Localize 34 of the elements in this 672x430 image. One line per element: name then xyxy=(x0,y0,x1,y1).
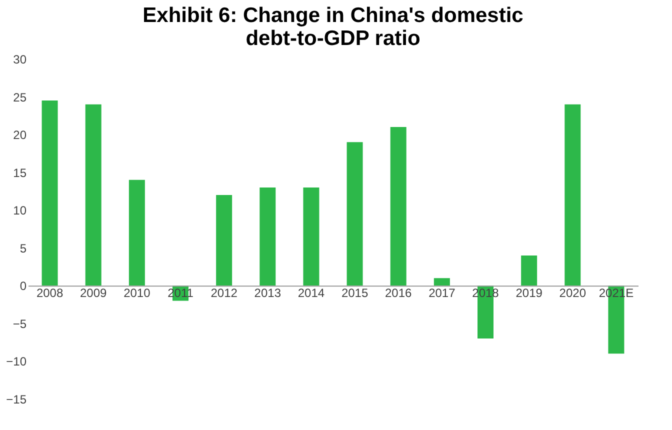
bar xyxy=(128,180,145,286)
y-tick-label: 25 xyxy=(13,90,27,104)
x-tick-label: 2015 xyxy=(341,286,368,300)
x-tick-label: 2008 xyxy=(36,286,64,300)
y-tick-label: 0 xyxy=(20,279,27,294)
x-tick-label: 2016 xyxy=(385,286,412,300)
y-tick-label: 20 xyxy=(13,128,27,142)
bar xyxy=(85,104,102,286)
x-tick-label: 2014 xyxy=(298,286,325,300)
bar xyxy=(303,187,320,286)
y-tick-label: 5 xyxy=(20,241,27,256)
y-tick-label: −15 xyxy=(6,392,27,406)
bar xyxy=(346,142,363,286)
bar xyxy=(564,104,581,286)
x-tick-label: 2009 xyxy=(80,286,108,300)
bar xyxy=(260,187,276,286)
y-tick-label: 10 xyxy=(13,204,27,218)
y-tick-label: 30 xyxy=(13,52,27,66)
y-tick-label: −5 xyxy=(12,316,27,331)
x-tick-label: 2010 xyxy=(124,286,151,300)
bar xyxy=(42,100,58,286)
text: debt-to-GDP ratio xyxy=(246,27,420,50)
bar xyxy=(216,195,232,286)
x-tick-label: 2017 xyxy=(428,286,456,300)
x-tick-label: 2012 xyxy=(210,286,238,300)
bar xyxy=(521,255,538,286)
y-tick-label: −10 xyxy=(6,354,27,369)
text: Exhibit 6: Change in China's domestic xyxy=(142,4,524,27)
bar xyxy=(434,278,450,286)
x-tick-label: 2020 xyxy=(559,286,586,300)
x-tick-label: 2019 xyxy=(516,286,543,300)
y-tick-label: 15 xyxy=(13,166,27,180)
bar xyxy=(390,127,406,286)
x-tick-label: 2013 xyxy=(254,286,282,300)
